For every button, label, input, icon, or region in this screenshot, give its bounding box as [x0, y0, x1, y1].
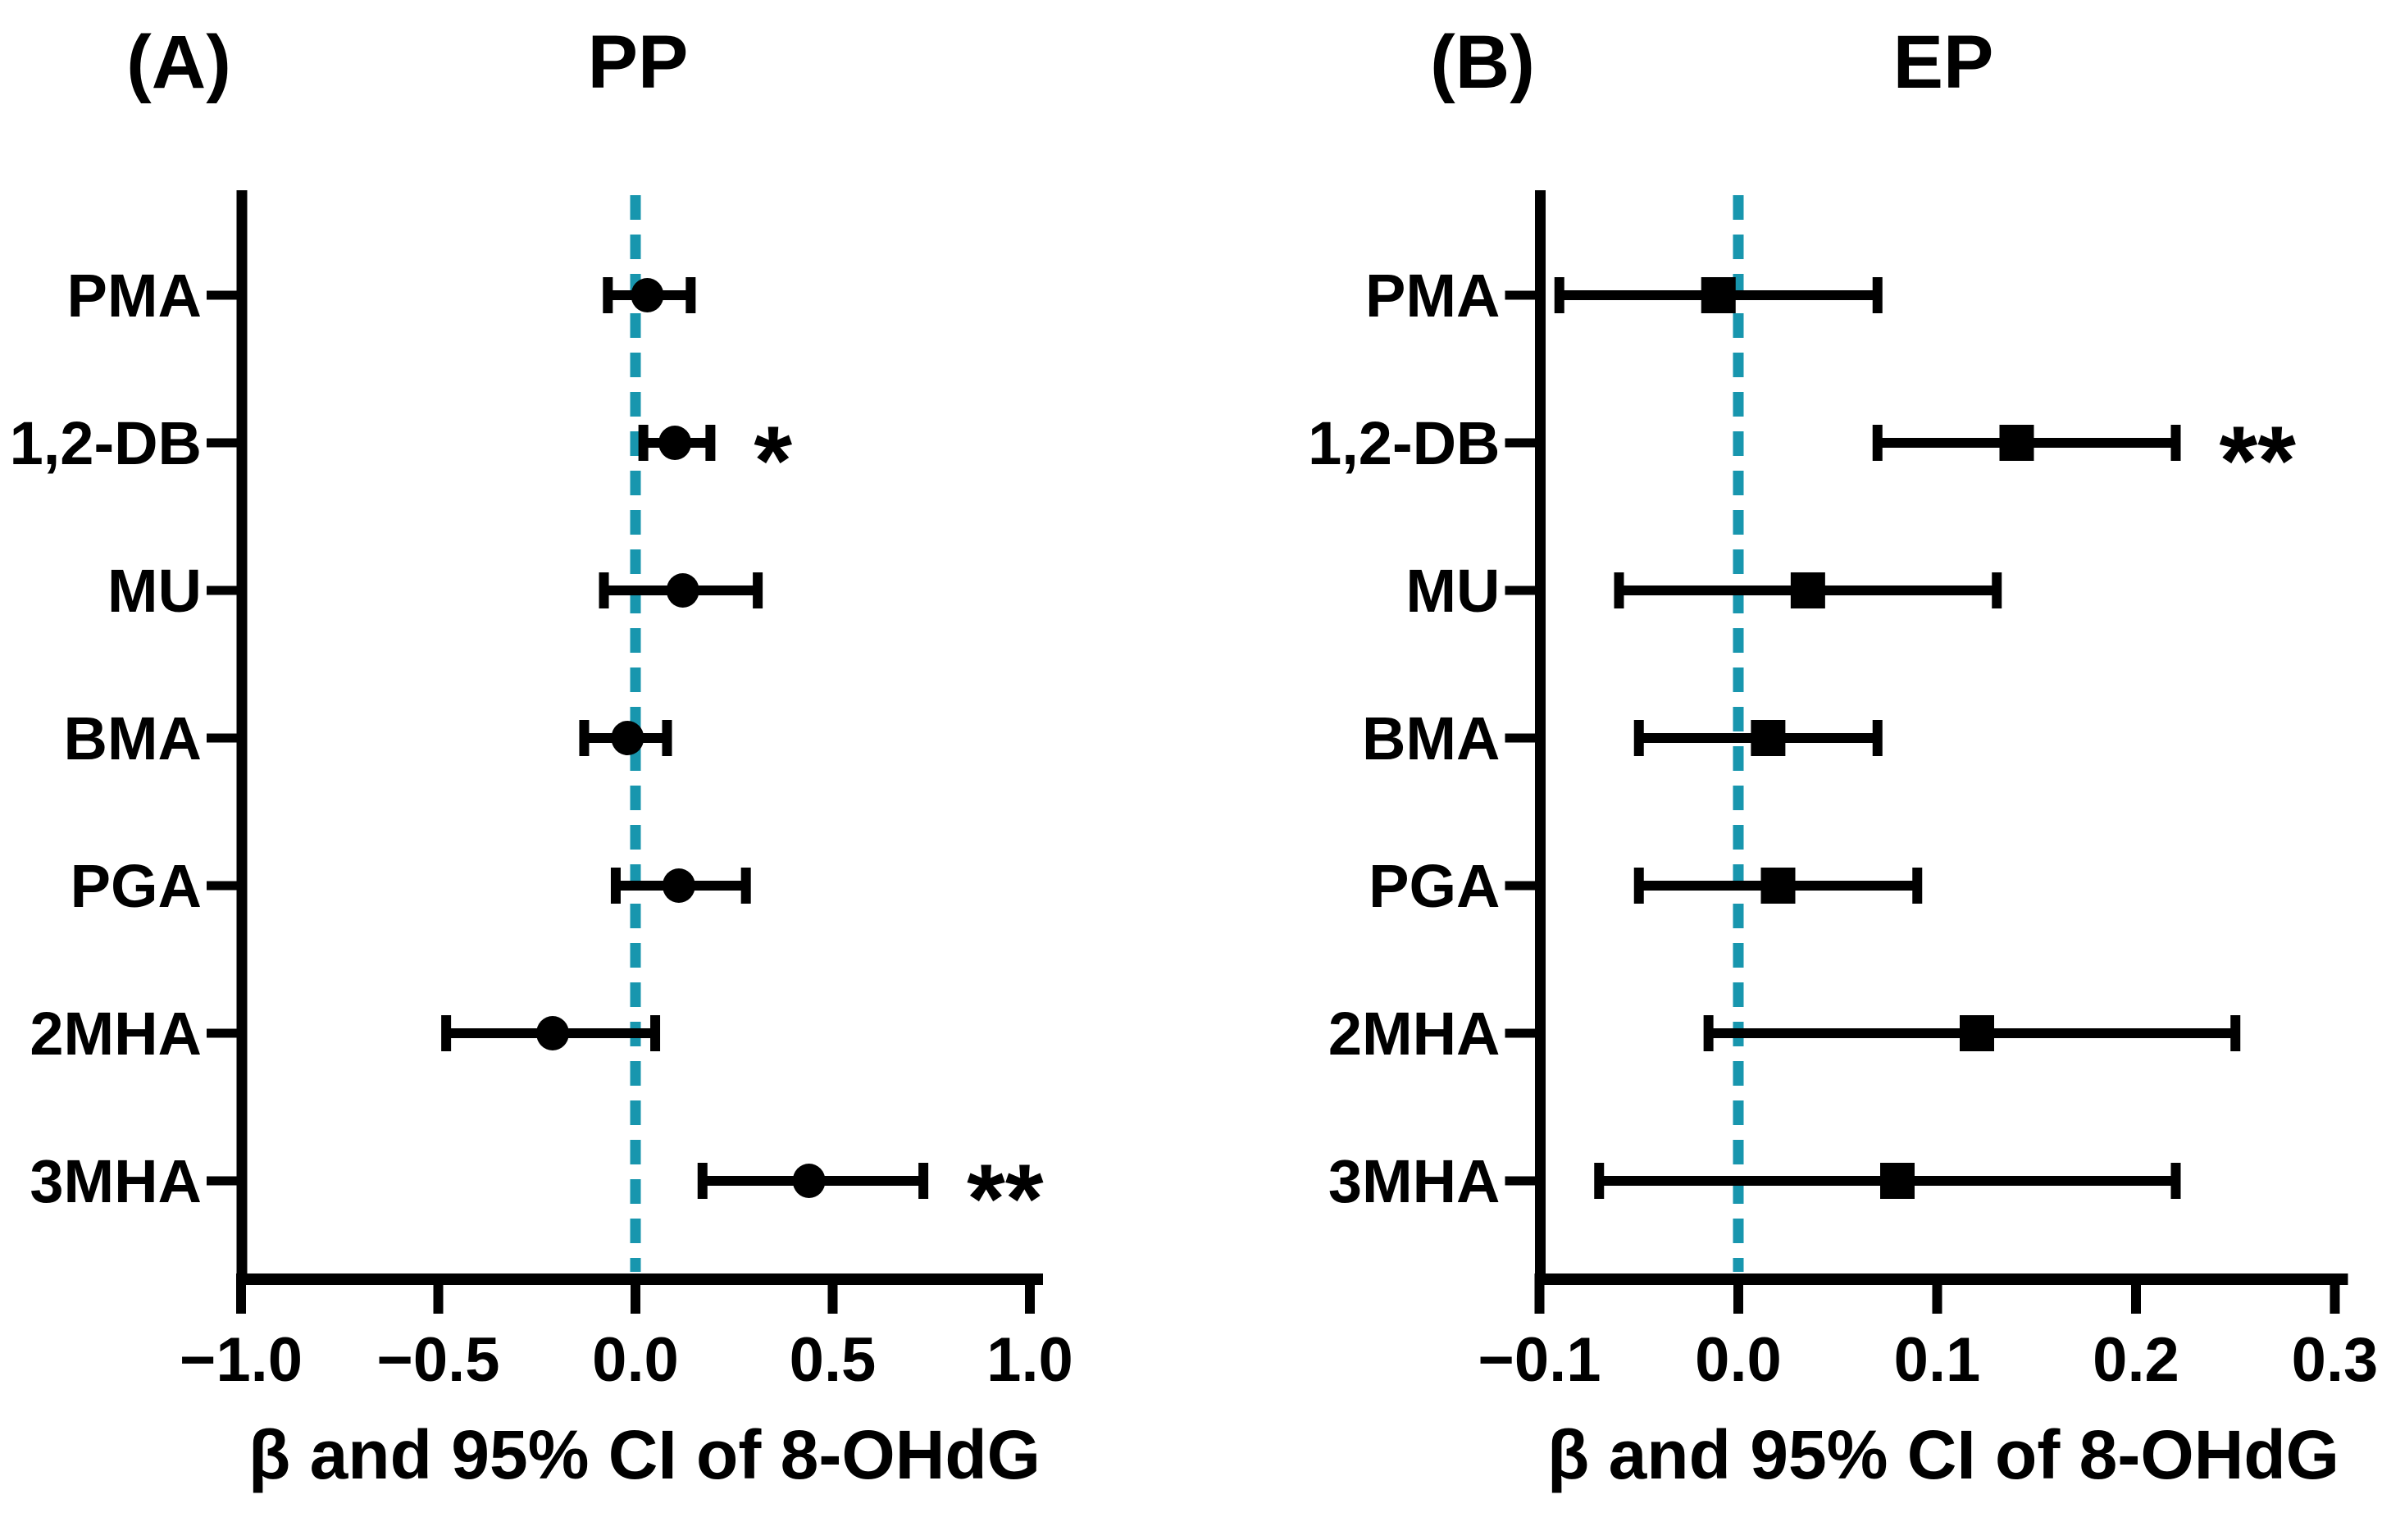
significance-marker: * — [754, 406, 792, 516]
beta-point-marker — [535, 1016, 569, 1050]
panel-a-title: PP — [587, 21, 689, 104]
panel-b-xaxis-label: β and 95% CI of 8-OHdG — [1546, 1416, 2340, 1493]
beta-point-marker — [1751, 720, 1786, 756]
beta-point-marker — [1790, 572, 1825, 608]
category-label: PMA — [67, 262, 202, 330]
x-tick-label: 0.3 — [2292, 1325, 2379, 1395]
beta-point-marker — [658, 426, 692, 460]
x-tick-label: −1.0 — [180, 1325, 303, 1395]
beta-point-marker — [1760, 868, 1796, 904]
significance-marker: ** — [967, 1144, 1044, 1254]
x-tick-label: 0.1 — [1894, 1325, 1981, 1395]
significance-marker: ** — [2220, 406, 2297, 516]
category-label: 3MHA — [30, 1147, 202, 1215]
panel-a: −1.0 −0.5 0.0 0.5 1.0 PMA 1,2-DB * MU BMA PGA 2MHA 3… — [10, 190, 1073, 1395]
x-tick-label: 0.0 — [592, 1325, 679, 1395]
x-tick-label: 0.5 — [790, 1325, 877, 1395]
category-label: PMA — [1365, 262, 1500, 330]
beta-point-marker — [666, 573, 699, 608]
beta-point-marker — [611, 721, 644, 755]
x-tick-label: 0.0 — [1695, 1325, 1782, 1395]
beta-point-marker — [792, 1164, 826, 1198]
beta-point-marker — [1880, 1163, 1915, 1199]
category-label: BMA — [1362, 704, 1501, 772]
beta-point-marker — [1701, 277, 1736, 313]
beta-point-marker — [1999, 425, 2034, 461]
category-label: PGA — [1369, 852, 1500, 920]
x-tick-label: −0.1 — [1478, 1325, 1601, 1395]
panel-b-letter: (B) — [1430, 21, 1535, 104]
category-label: MU — [107, 557, 202, 625]
panel-a-xaxis-label: β and 95% CI of 8-OHdG — [248, 1416, 1041, 1493]
category-label: 1,2-DB — [10, 409, 202, 477]
beta-point-marker — [631, 278, 664, 312]
category-label: 2MHA — [1328, 1000, 1501, 1068]
category-label: 1,2-DB — [1308, 409, 1500, 477]
panel-b-title: EP — [1892, 21, 1994, 104]
category-label: BMA — [63, 704, 202, 772]
beta-point-marker — [662, 868, 695, 903]
x-tick-label: 0.2 — [2093, 1325, 2179, 1395]
category-label: PGA — [71, 852, 202, 920]
beta-point-marker — [1960, 1015, 1994, 1051]
category-label: 3MHA — [1328, 1147, 1501, 1215]
x-tick-label: 1.0 — [986, 1325, 1073, 1395]
x-tick-label: −0.5 — [376, 1325, 499, 1395]
category-label: MU — [1405, 557, 1500, 625]
category-label: 2MHA — [30, 1000, 202, 1068]
panel-b: −0.1 0.0 0.1 0.2 0.3 PMA 1,2-DB ** MU BMA PGA 2MHA 3… — [1308, 190, 2378, 1395]
panel-a-letter: (A) — [126, 21, 231, 104]
